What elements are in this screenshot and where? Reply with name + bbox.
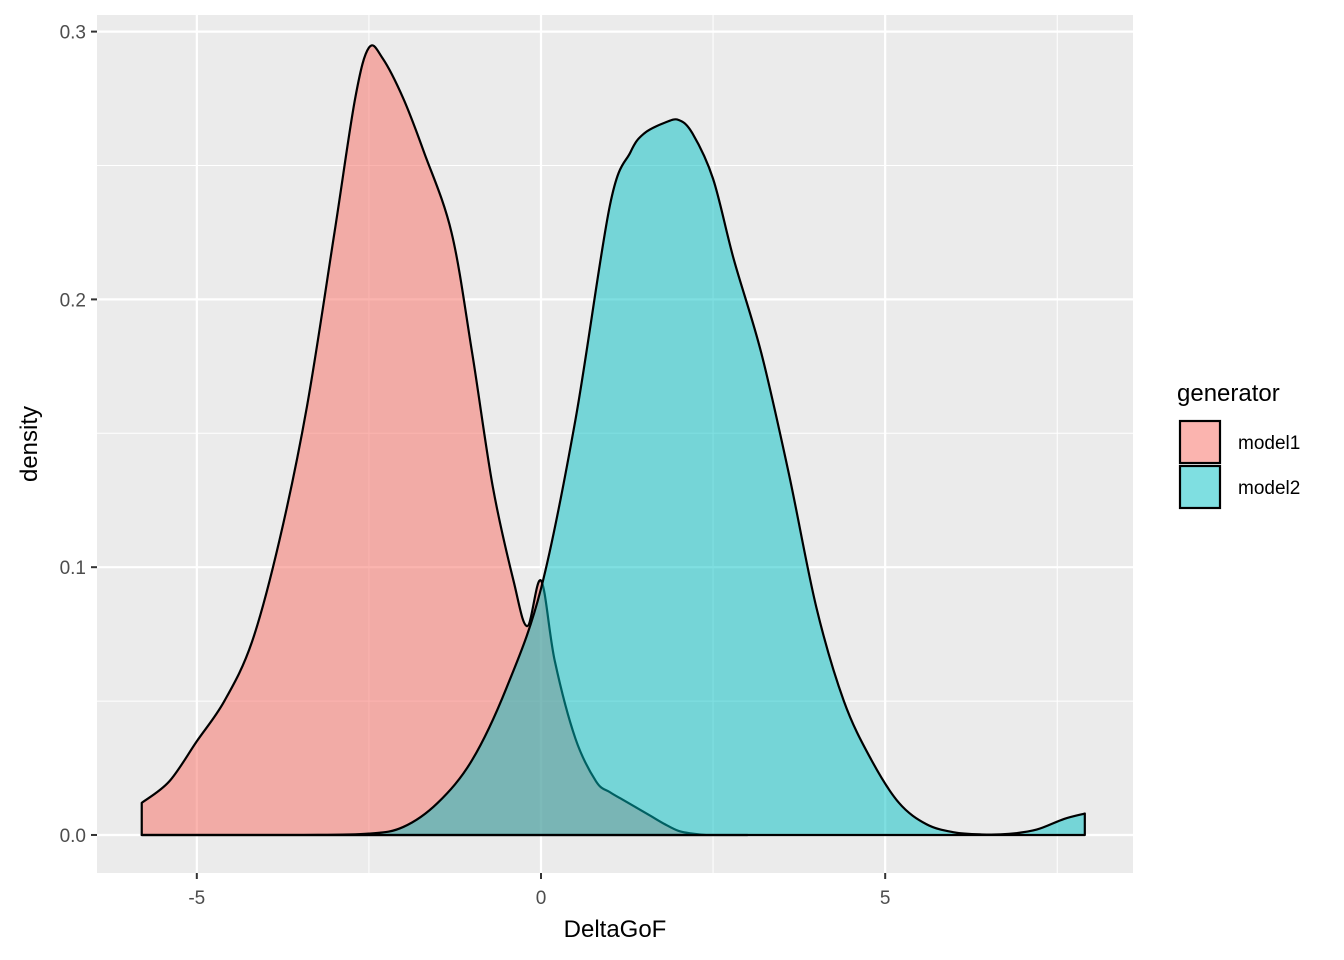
y-tick-label: 0.3 xyxy=(60,23,86,44)
y-tick-label: 0.2 xyxy=(60,290,86,311)
x-tick-label: -5 xyxy=(188,888,205,909)
y-axis-title: density xyxy=(16,406,43,482)
legend-label-model1: model1 xyxy=(1238,433,1300,454)
legend-label-model2: model2 xyxy=(1238,478,1300,499)
density-areas xyxy=(140,44,1086,837)
x-axis: -5 0 5 xyxy=(188,873,890,909)
y-tick-label: 0.0 xyxy=(60,826,86,847)
x-axis-title: DeltaGoF xyxy=(564,916,667,943)
legend-title: generator xyxy=(1177,380,1280,407)
legend-swatch-model1 xyxy=(1178,419,1222,465)
y-axis: 0.0 0.1 0.2 0.3 xyxy=(60,23,97,847)
x-tick-label: 5 xyxy=(880,888,891,909)
legend: generator model1 model2 xyxy=(1177,380,1300,510)
density-area-model2 xyxy=(140,118,1086,837)
y-tick-label: 0.1 xyxy=(60,558,86,579)
x-tick-label: 0 xyxy=(536,888,547,909)
legend-items: model1 model2 xyxy=(1178,419,1300,510)
legend-swatch-model2 xyxy=(1178,464,1222,510)
